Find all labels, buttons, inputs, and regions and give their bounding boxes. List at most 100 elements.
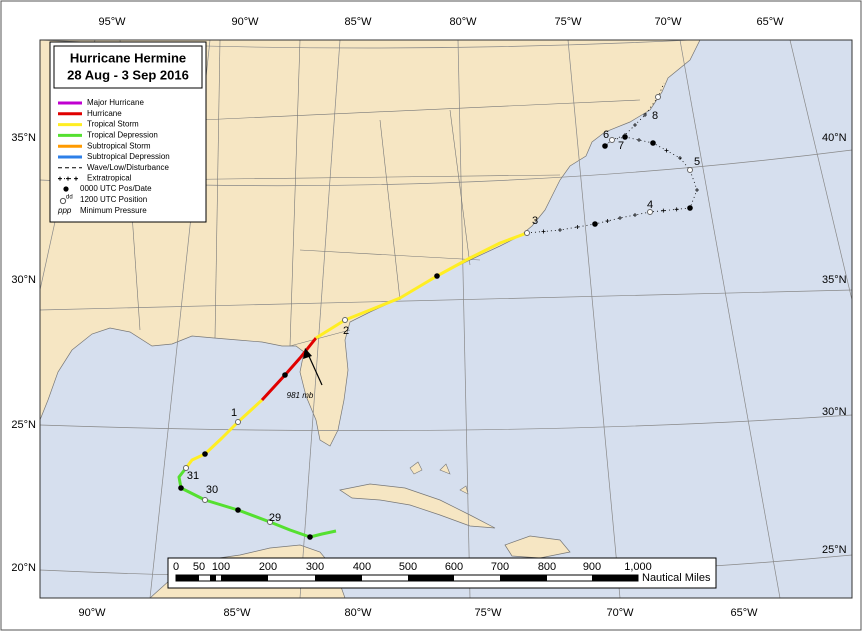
track-0000utc [307, 534, 313, 540]
extratropical-cross [541, 229, 546, 234]
track-0000utc [650, 140, 656, 146]
legend-prefix: ppp [57, 206, 72, 215]
legend-label: 0000 UTC Pos/Date [80, 184, 152, 193]
legend-label: Tropical Depression [87, 131, 158, 140]
legend-open-dot [59, 197, 67, 205]
longitude-label: 65°W [756, 16, 784, 28]
track-1200utc [267, 519, 273, 525]
longitude-label: 90°W [78, 607, 106, 619]
legend-label: Tropical Storm [87, 120, 139, 129]
bahamas [409, 461, 469, 495]
track-0000utc [434, 273, 440, 279]
scale-segment [176, 575, 199, 581]
track-0000utc [687, 205, 693, 211]
scale-tick-label: 800 [538, 561, 556, 573]
longitude-label: 95°W [98, 16, 126, 28]
track-date-label: 4 [647, 199, 653, 211]
longitude-label: 70°W [606, 607, 634, 619]
longitude-label: 65°W [730, 607, 758, 619]
latitude-label: 30°N [822, 406, 847, 418]
legend-label: Subtropical Storm [87, 141, 151, 150]
latitude-label: 35°N [11, 132, 36, 144]
track-0000utc [202, 451, 208, 457]
scale-unit: Nautical Miles [642, 572, 711, 584]
annotation-arrow [307, 353, 323, 386]
track-1200utc [687, 167, 693, 173]
scale-segment [500, 575, 547, 581]
annotation-arrowhead [303, 348, 312, 359]
extratropical-cross [575, 225, 580, 229]
storm-track [177, 82, 699, 540]
scale-tick-label: 400 [353, 561, 371, 573]
track-tropical-depression [177, 467, 337, 539]
extratropical-cross [674, 207, 679, 212]
legend-label: Major Hurricane [87, 98, 144, 107]
legend-label: Extratropical [87, 174, 132, 183]
latitude-label: 40°N [822, 132, 847, 144]
scale-box [167, 557, 717, 589]
track-1200utc [235, 419, 241, 425]
track-1200utc [609, 137, 615, 143]
latitude-label: 30°N [11, 274, 36, 286]
longitude-label: 80°W [449, 16, 477, 28]
track-date-label: 3 [532, 215, 538, 227]
extratropical-cross [678, 156, 682, 160]
scale-tick-label: 100 [212, 561, 230, 573]
track-date-label: 2 [343, 325, 349, 337]
hispaniola [504, 535, 571, 559]
track-hurricane [260, 337, 318, 402]
scale-tick-label: 1,000 [624, 561, 652, 573]
track-1200utc [647, 209, 653, 215]
extratropical-cross [618, 216, 622, 220]
longitude-label: 75°W [474, 607, 502, 619]
legend-label: Subtropical Depression [87, 152, 170, 161]
scale-tick-label: 0 [173, 561, 179, 573]
legend-dot [63, 186, 69, 192]
longitude-label: 90°W [231, 16, 259, 28]
scale-tick-label: 600 [445, 561, 463, 573]
extratropical-cross [633, 123, 637, 127]
track-date-label: 29 [269, 512, 281, 524]
track-date-label: 31 [187, 470, 199, 482]
track-1200utc [342, 317, 348, 323]
longitude-label: 85°W [344, 16, 372, 28]
scale-segment [221, 575, 268, 581]
extratropical-cross [605, 219, 610, 223]
latitude-label: 25°N [11, 419, 36, 431]
extratropical-cross [637, 138, 641, 142]
track-0000utc [282, 372, 288, 378]
map-subtitle: 28 Aug - 3 Sep 2016 [67, 67, 189, 82]
scale-segment [210, 575, 216, 581]
legend-label: Wave/Low/Disturbance [87, 163, 170, 172]
extratropical-cross [643, 113, 647, 117]
latitude-label: 20°N [11, 562, 36, 574]
track-0000utc [235, 507, 241, 513]
longitude-label: 80°W [344, 607, 372, 619]
scale-segment [188, 575, 194, 581]
track-1200utc [524, 230, 530, 236]
track-tropical-storm [184, 398, 264, 469]
track-date-label: 6 [603, 129, 609, 141]
title-box [53, 45, 203, 89]
extratropical-cross [664, 148, 669, 153]
track-1200utc [655, 94, 661, 100]
track-1200utc [202, 497, 208, 503]
pressure-annotation: 981 mb [287, 391, 314, 400]
track-date-label: 30 [206, 484, 218, 496]
map-title: Hurricane Hermine [70, 50, 186, 65]
scale-segment [315, 575, 362, 581]
map-frame [39, 39, 853, 599]
cuba [339, 483, 496, 529]
track-date-label: 1 [231, 407, 237, 419]
scale-tick-label: 700 [491, 561, 509, 573]
legend-label: 1200 UTC Position [80, 195, 147, 204]
legend-label: Hurricane [87, 109, 122, 118]
extratropical-cross [633, 213, 637, 217]
longitude-label: 85°W [223, 607, 251, 619]
longitude-label: 70°W [654, 16, 682, 28]
scale-bar [167, 557, 717, 589]
track-0000utc [178, 485, 184, 491]
scale-tick-label: 300 [306, 561, 324, 573]
legend-cross [66, 176, 70, 181]
